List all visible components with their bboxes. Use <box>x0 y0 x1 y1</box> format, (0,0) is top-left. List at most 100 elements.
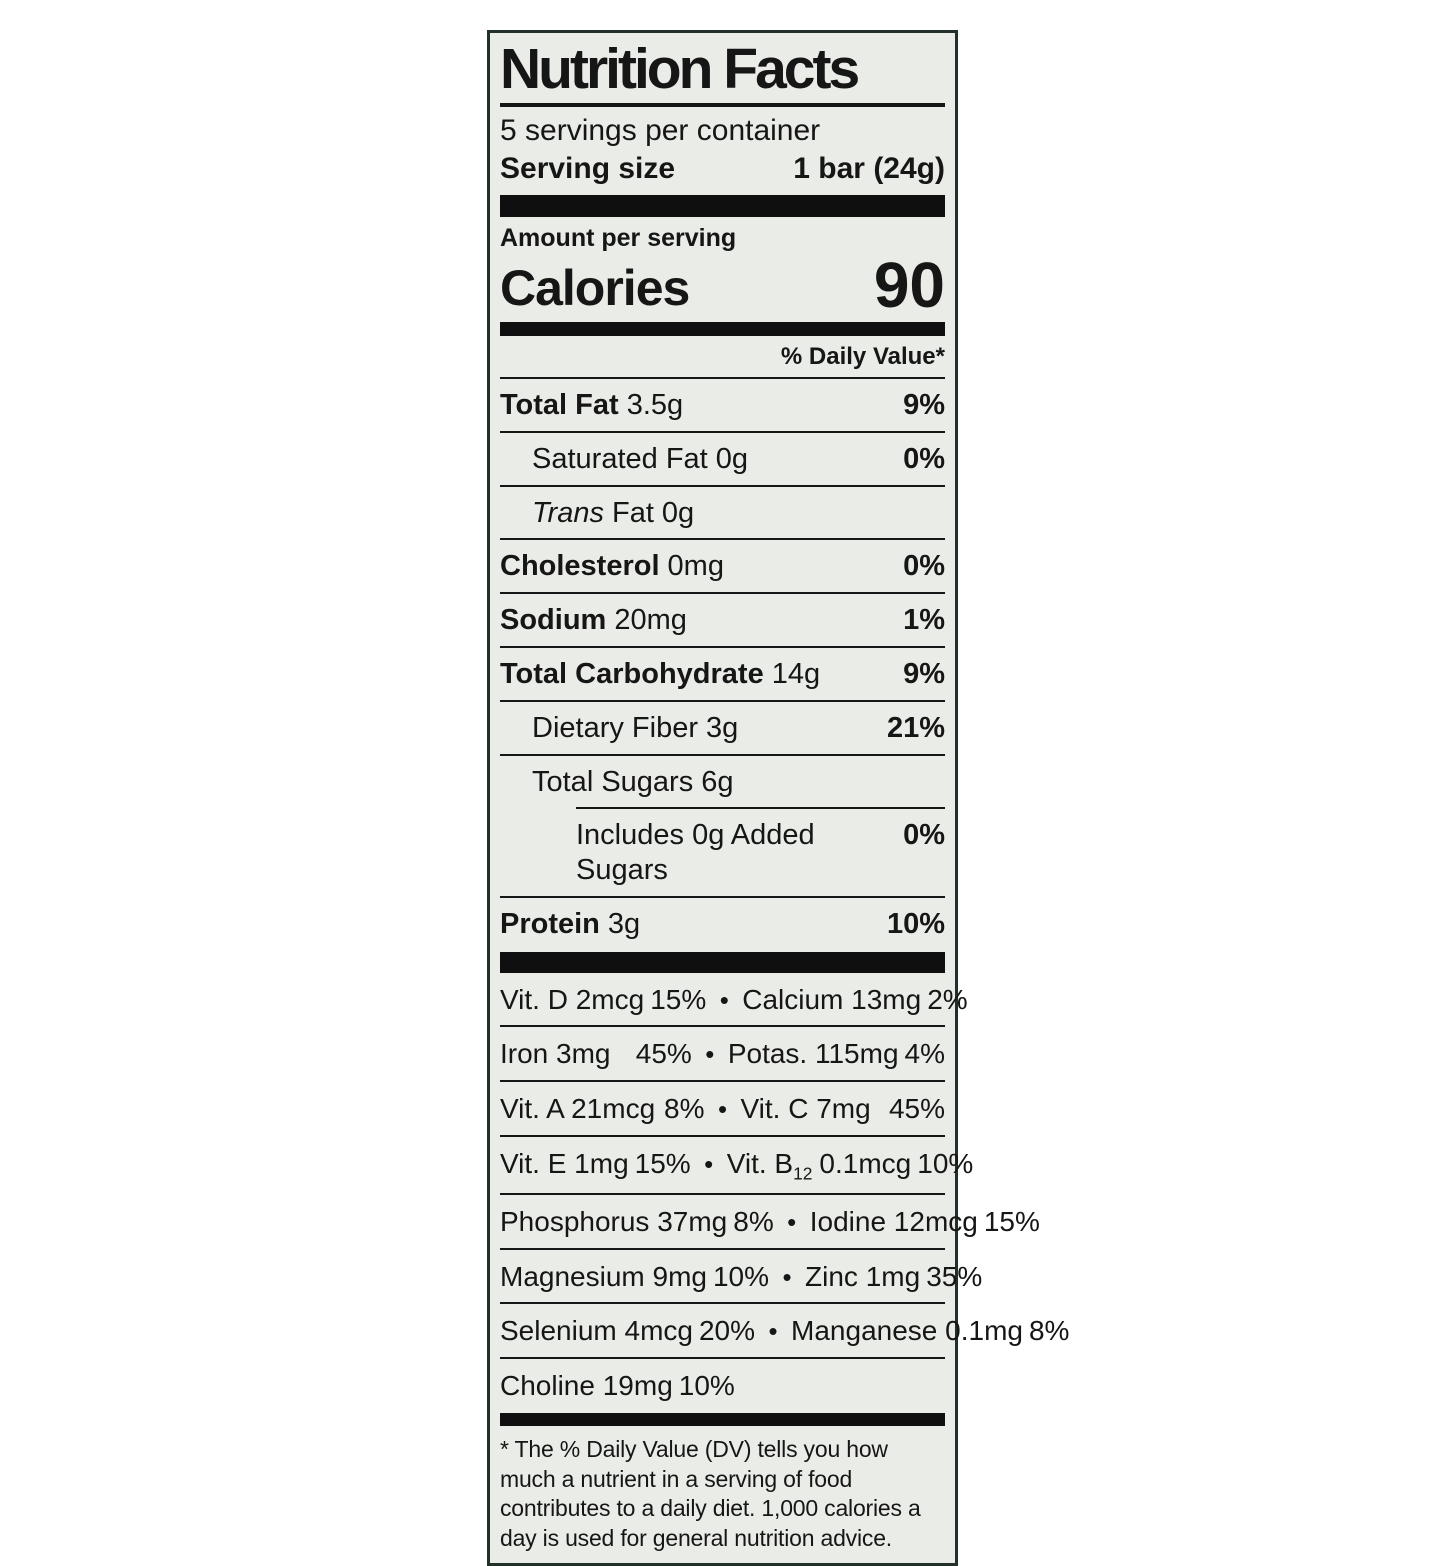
micro-dv: 10% <box>917 1147 974 1179</box>
daily-value-header: % Daily Value* <box>780 343 945 371</box>
nutrient-row-total-fat: Total Fat 3.5g 9% <box>500 377 945 431</box>
micro-dv: 10% <box>678 1369 735 1401</box>
calories-label: Calories <box>500 259 690 316</box>
micro-dv: 45% <box>888 1093 945 1124</box>
nutrient-row-added-sugars: Includes 0g Added Sugars 0% <box>500 809 945 896</box>
micro-dv: 15% <box>634 1147 691 1179</box>
nutrient-amount: 3g <box>706 711 739 744</box>
micro-name-base: Vit. B <box>726 1147 794 1179</box>
amount-per-serving-label: Amount per serving <box>500 224 737 253</box>
micro-cell-left: Phosphorus 37mg 8% <box>500 1205 774 1239</box>
nutrient-row-dietary-fiber: Dietary Fiber 3g 21% <box>500 699 945 754</box>
nutrient-dv: 0% <box>903 550 945 583</box>
nutrient-dv: 1% <box>903 604 945 637</box>
micro-cell-right: Vit. B12 0.1mcg 10% <box>727 1147 974 1184</box>
nutrient-name: Fat <box>611 496 654 529</box>
micro-name: Manganese 0.1mg <box>791 1315 1023 1347</box>
nutrient-name: Dietary Fiber <box>532 711 698 744</box>
micro-name: Zinc 1mg <box>805 1260 921 1292</box>
bullet-separator: • <box>705 1039 715 1070</box>
micro-cell-left: Vit. A 21mcg 8% <box>500 1092 705 1126</box>
nutrient-amount: 0g <box>661 496 695 529</box>
nutrient-name: Sodium <box>500 604 607 637</box>
divider-bar-medium <box>500 322 945 337</box>
nutrient-amount: 0g <box>715 442 748 475</box>
micro-cell-left: Choline 19mg 10% <box>500 1369 735 1403</box>
nutrient-name: Total Fat <box>500 389 619 422</box>
micro-name: Vit. D 2mcg <box>500 983 645 1015</box>
divider-bar-footnote <box>500 1413 945 1427</box>
bullet-separator: • <box>787 1207 797 1238</box>
nutrient-amount: 3g <box>607 908 641 941</box>
calories-value: 90 <box>873 249 945 322</box>
micro-name: Potas. 115mg <box>727 1038 899 1070</box>
micro-dv: 2% <box>927 983 968 1015</box>
micro-cell-right: Calcium 13mg 2% <box>742 983 967 1017</box>
nutrient-name: Saturated Fat <box>532 442 708 475</box>
nutrient-name: Protein <box>500 908 600 941</box>
micro-row-choline: Choline 19mg 10% <box>500 1356 945 1412</box>
micro-row-selenium-manganese: Selenium 4mcg 20% • Manganese 0.1mg 8% <box>500 1302 1069 1357</box>
micro-dv: 15% <box>650 983 707 1015</box>
bullet-separator: • <box>717 1094 728 1124</box>
serving-size-label: Serving size <box>500 152 676 186</box>
label-title: Nutrition Facts <box>500 38 945 107</box>
micro-name: Vit. C 7mg <box>740 1093 871 1124</box>
micro-row-iron-potassium: Iron 3mg 45% • Potas. 115mg 4% <box>500 1025 945 1080</box>
micro-dv: 8% <box>1028 1315 1070 1347</box>
micro-dv: 8% <box>733 1206 774 1238</box>
nutrition-facts-label: Nutrition Facts 5 servings per container… <box>487 30 1069 1566</box>
bullet-separator: • <box>704 1148 714 1179</box>
nutrient-name: Cholesterol <box>500 550 660 583</box>
bullet-separator: • <box>782 1261 792 1292</box>
micro-amount: 0.1mcg <box>819 1147 912 1179</box>
bullet-separator: • <box>719 984 729 1015</box>
page: Nutrition Facts 5 servings per container… <box>487 30 1070 1566</box>
micro-row-magnesium-zinc: Magnesium 9mg 10% • Zinc 1mg 35% <box>500 1247 982 1303</box>
nutrient-name: Includes 0g Added Sugars <box>576 819 815 887</box>
micro-name: Vit. A 21mcg <box>500 1093 656 1124</box>
micro-row-phosphorus-iodine: Phosphorus 37mg 8% • Iodine 12mcg 15% <box>500 1193 1040 1248</box>
micro-row-vitd-calcium: Vit. D 2mcg 15% • Calcium 13mg 2% <box>500 973 968 1026</box>
nutrient-row-protein: Protein 3g 10% <box>500 896 945 950</box>
micro-name: Magnesium 9mg <box>500 1260 707 1292</box>
micro-dv: 15% <box>983 1206 1040 1238</box>
micro-name: Selenium 4mcg <box>500 1315 693 1347</box>
micro-name: Iron 3mg <box>500 1038 611 1070</box>
calories-row: Calories 90 <box>500 253 945 317</box>
serving-size-value: 1 bar (24g) <box>793 152 945 186</box>
micro-name: Vit. E 1mg <box>500 1147 629 1179</box>
nutrient-row-total-sugars: Total Sugars 6g <box>500 753 945 808</box>
micro-dv: 8% <box>664 1093 705 1124</box>
nutrient-row-total-carbohydrate: Total Carbohydrate 14g 9% <box>500 646 945 700</box>
micro-cell-left: Magnesium 9mg 10% <box>500 1260 769 1294</box>
bullet-separator: • <box>768 1316 778 1347</box>
micro-name: Vit. B12 0.1mcg <box>727 1147 912 1184</box>
micro-cell-left: Iron 3mg 45% <box>500 1037 692 1071</box>
nutrient-name: Total Carbohydrate <box>500 658 764 691</box>
nutrient-row-saturated-fat: Saturated Fat 0g 0% <box>500 430 945 485</box>
nutrient-amount: 6g <box>701 765 734 798</box>
nutrient-amount: 20mg <box>614 604 687 637</box>
nutrient-row-cholesterol: Cholesterol 0mg 0% <box>500 538 945 592</box>
nutrient-amount: 14g <box>771 658 821 691</box>
micro-dv: 10% <box>712 1260 770 1292</box>
nutrient-name: Total Sugars <box>532 765 694 798</box>
micro-name: Iodine 12mcg <box>809 1206 978 1238</box>
micro-dv: 45% <box>635 1038 692 1070</box>
divider-bar-micros-top <box>500 951 945 973</box>
micro-cell-left: Vit. E 1mg 15% <box>500 1147 691 1181</box>
indented-rule <box>576 807 945 810</box>
nutrient-dv: 21% <box>886 711 945 744</box>
serving-size-row: Serving size 1 bar (24g) <box>500 149 945 188</box>
nutrient-amount: 3.5g <box>626 389 684 422</box>
micro-name: Calcium 13mg <box>742 983 922 1015</box>
micro-cell-left: Vit. D 2mcg 15% <box>500 983 706 1017</box>
micro-dv: 4% <box>904 1038 945 1070</box>
nutrient-dv: 0% <box>903 819 945 852</box>
nutrient-dv: 10% <box>886 908 945 941</box>
micro-cell-right: Zinc 1mg 35% <box>805 1260 982 1294</box>
micro-name: Choline 19mg <box>500 1369 673 1401</box>
nutrient-row-sodium: Sodium 20mg 1% <box>500 592 945 646</box>
micro-row-vita-vitc: Vit. A 21mcg 8% • Vit. C 7mg 45% <box>500 1080 945 1135</box>
